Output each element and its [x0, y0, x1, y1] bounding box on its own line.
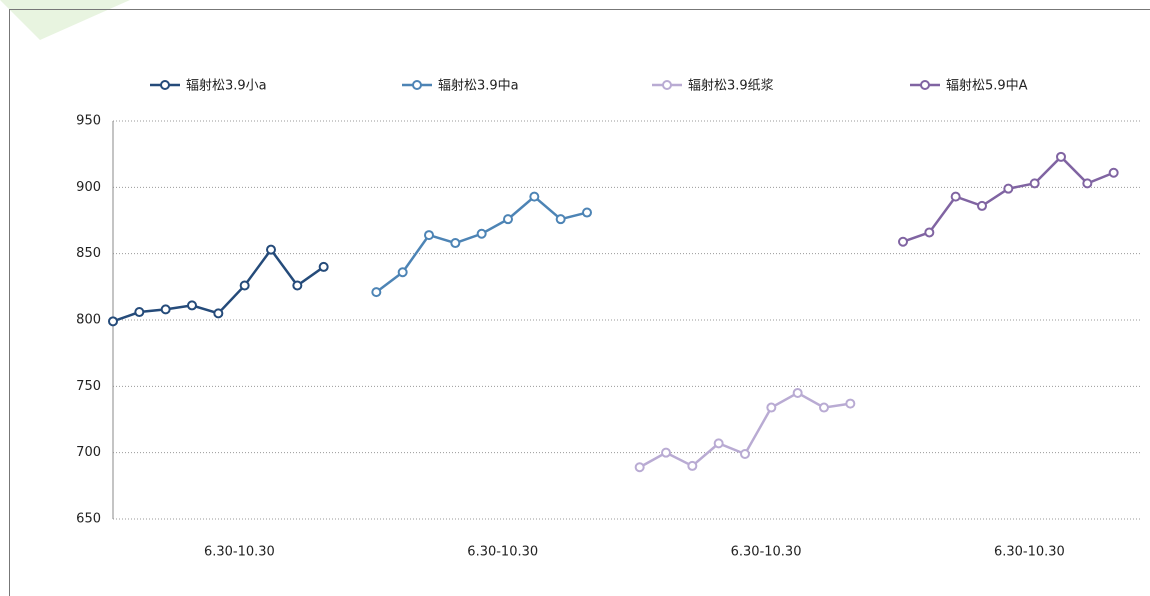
data-point [108, 316, 118, 327]
legend-marker [412, 80, 422, 90]
data-point [661, 447, 671, 458]
data-point [239, 280, 250, 291]
legend-marker [160, 80, 170, 90]
data-point [187, 300, 197, 311]
x-group-label: 6.30-10.30 [731, 545, 802, 560]
data-point [1082, 178, 1093, 189]
data-point [687, 460, 698, 471]
data-point [819, 402, 829, 413]
data-point [977, 200, 987, 211]
data-point [503, 214, 513, 225]
data-point [1003, 183, 1014, 194]
data-point [134, 307, 145, 318]
data-point [898, 236, 908, 247]
data-point [1029, 178, 1040, 189]
data-point [792, 387, 803, 398]
data-point [924, 227, 935, 238]
series-line [902, 155, 1115, 243]
data-point [582, 207, 592, 218]
y-tick-label: 750 [76, 379, 101, 394]
x-group-label: 6.30-10.30 [467, 545, 538, 560]
legend-label: 辐射松3.9中a [438, 78, 519, 94]
data-point [766, 402, 777, 413]
data-point [845, 398, 856, 409]
data-point [318, 261, 329, 272]
decoration [0, 0, 130, 40]
frame [9, 9, 1150, 596]
x-group-label: 6.30-10.30 [994, 545, 1065, 560]
y-tick-label: 850 [76, 246, 101, 261]
y-tick-label: 900 [76, 180, 101, 195]
data-point [555, 214, 566, 225]
legend-marker [662, 80, 672, 90]
y-tick-label: 800 [76, 313, 101, 328]
data-point [1056, 151, 1066, 162]
legend-marker [920, 80, 930, 90]
data-point [950, 191, 961, 202]
legend-label: 辐射松3.9小a [186, 78, 267, 94]
data-point [266, 244, 276, 255]
y-tick-label: 950 [76, 114, 101, 129]
legend-label: 辐射松3.9纸浆 [688, 78, 774, 94]
data-point [371, 287, 382, 298]
y-tick-label: 700 [76, 445, 101, 460]
data-point [740, 448, 750, 459]
data-point [160, 304, 171, 315]
data-point [213, 308, 224, 319]
y-tick-label: 650 [76, 512, 101, 527]
data-point [476, 228, 487, 239]
data-point [713, 438, 724, 449]
data-point [424, 230, 434, 241]
data-point [292, 280, 303, 291]
data-point [1108, 167, 1119, 178]
legend-label: 辐射松5.9中A [946, 78, 1028, 94]
data-point [529, 191, 540, 202]
x-group-label: 6.30-10.30 [204, 545, 275, 560]
data-point [397, 267, 408, 278]
data-point [450, 238, 461, 249]
data-point [634, 462, 645, 473]
series-line [375, 194, 588, 294]
